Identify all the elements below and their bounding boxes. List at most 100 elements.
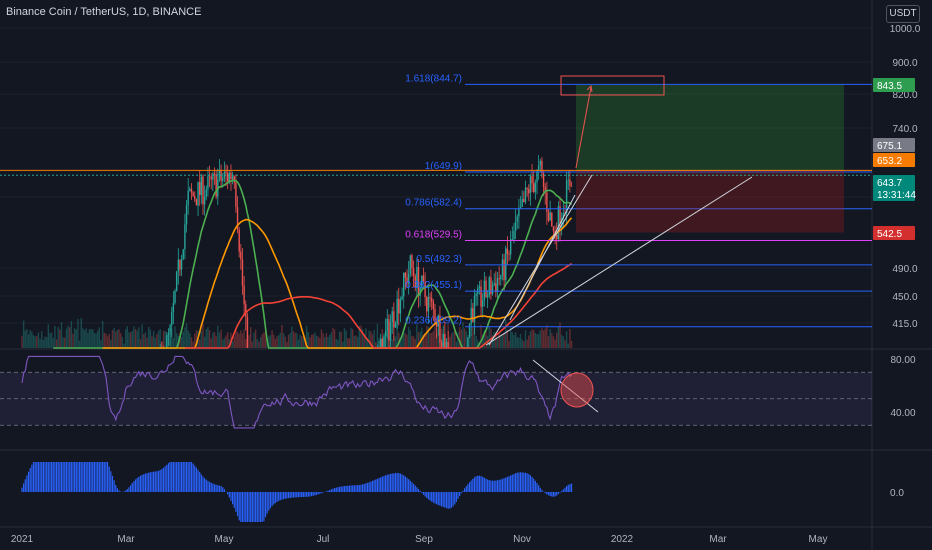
- volume-bar: [187, 330, 189, 348]
- candle-body: [444, 333, 446, 348]
- volume-bar: [220, 329, 222, 348]
- volume-bar: [44, 336, 46, 348]
- volume-bar: [42, 339, 45, 348]
- candle-body: [236, 207, 239, 230]
- candle-body: [495, 283, 497, 292]
- candle-body: [246, 316, 249, 348]
- rsi-tick-label: 40.00: [890, 408, 915, 419]
- volume-bar: [50, 332, 53, 348]
- volume-bar: [370, 331, 372, 348]
- candle-body: [472, 308, 474, 322]
- volume-bar: [231, 341, 234, 348]
- volume-bar: [509, 327, 512, 348]
- volume-bar: [391, 339, 393, 348]
- volume-bar: [144, 332, 147, 348]
- candle-body: [198, 182, 201, 196]
- candle-body: [192, 192, 194, 197]
- volume-bar: [529, 331, 532, 348]
- candle-body: [174, 290, 176, 303]
- volume-bar: [289, 332, 291, 348]
- volume-bar: [78, 340, 81, 348]
- candle-body: [439, 315, 441, 343]
- volume-bar: [120, 333, 122, 348]
- volume-bar: [192, 341, 194, 348]
- volume-bar: [105, 333, 107, 348]
- volume-bar: [353, 335, 356, 348]
- volume-bar: [90, 329, 92, 348]
- candle-body: [177, 259, 180, 272]
- volume-bar: [422, 334, 425, 348]
- candle-body: [207, 176, 209, 190]
- volume-bar: [113, 327, 115, 348]
- candle-body: [432, 301, 435, 309]
- volume-bar: [485, 331, 487, 348]
- volume-bar: [363, 333, 365, 348]
- candle-body: [445, 341, 448, 348]
- candle-body: [526, 187, 528, 190]
- volume-bar: [27, 334, 30, 348]
- volume-bar: [282, 333, 285, 348]
- candle-body: [200, 176, 203, 196]
- volume-bar: [399, 337, 402, 348]
- candle-body: [429, 297, 431, 299]
- candle-body: [167, 333, 170, 336]
- volume-bar: [419, 331, 421, 348]
- volume-bar: [332, 327, 334, 348]
- volume-bar: [403, 331, 405, 348]
- volume-bar: [162, 330, 165, 348]
- volume-bar: [506, 329, 509, 348]
- candle-body: [398, 298, 400, 314]
- candle-body: [440, 342, 443, 347]
- volume-bar: [355, 335, 357, 348]
- volume-bar: [542, 330, 545, 348]
- volume-bar: [279, 332, 282, 348]
- candle-body: [560, 218, 563, 228]
- volume-bar: [225, 335, 227, 348]
- volume-bar: [286, 341, 288, 348]
- volume-bar: [307, 332, 309, 348]
- candle-body: [467, 337, 469, 348]
- volume-bar: [143, 333, 145, 348]
- volume-bar: [292, 331, 295, 348]
- volume-bar: [345, 330, 347, 348]
- volume-bar: [549, 329, 551, 348]
- candle-body: [534, 182, 537, 192]
- volume-bar: [149, 329, 152, 348]
- volume-bar: [159, 329, 161, 348]
- candle-body: [468, 324, 471, 338]
- candle-body: [243, 285, 245, 305]
- currency-button[interactable]: USDT: [886, 5, 920, 23]
- volume-bar: [457, 331, 459, 348]
- volume-bar: [554, 339, 556, 348]
- volume-bar: [131, 330, 133, 348]
- candle-body: [542, 173, 545, 188]
- candle-body: [393, 311, 395, 328]
- time-tick-label: May: [215, 534, 234, 545]
- volume-bar: [202, 323, 204, 348]
- volume-bar: [96, 330, 99, 348]
- candle-body: [409, 255, 412, 274]
- volume-bar: [180, 336, 183, 348]
- volume-bar: [41, 330, 43, 348]
- price-label-tag: [873, 153, 915, 167]
- volume-bar: [452, 332, 454, 348]
- volume-bar: [356, 336, 359, 348]
- time-tick-label: 2021: [11, 534, 34, 545]
- volume-bar: [386, 330, 388, 348]
- candle-body: [411, 255, 413, 269]
- candle-body: [241, 259, 244, 286]
- candle-body: [434, 308, 436, 324]
- volume-bar: [138, 327, 140, 348]
- candle-body: [488, 277, 490, 296]
- candle-body: [379, 338, 382, 348]
- volume-bar: [110, 339, 112, 348]
- volume-bar: [133, 326, 135, 348]
- fib-label: 0.236(409.2): [405, 316, 462, 327]
- candle-body: [245, 304, 247, 317]
- target-box: [560, 75, 665, 96]
- candle-body: [184, 224, 186, 250]
- candle-body: [212, 173, 214, 180]
- candle-body: [233, 176, 235, 183]
- volume-bar: [189, 333, 191, 348]
